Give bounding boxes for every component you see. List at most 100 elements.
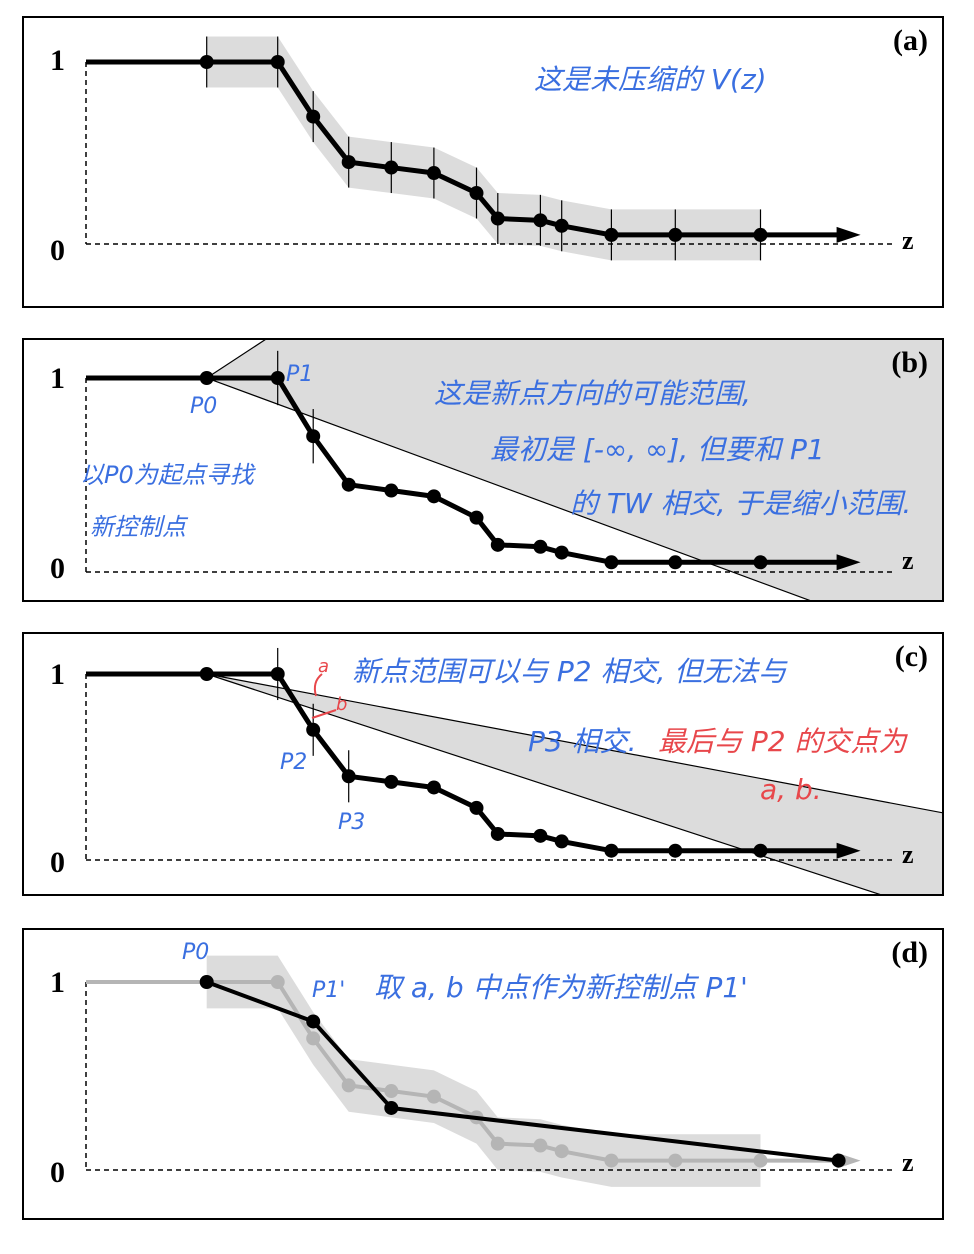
- data-point: [490, 1136, 505, 1151]
- data-point: [469, 510, 484, 525]
- axis-arrow: [836, 842, 861, 859]
- y-label-zero: 0: [50, 552, 65, 585]
- data-point: [554, 834, 569, 849]
- data-point: [668, 843, 683, 858]
- annotation-uncompressed: 这是未压缩的 V(z): [534, 63, 767, 96]
- data-point: [604, 555, 619, 570]
- data-point: [270, 371, 285, 385]
- data-point: [554, 1144, 569, 1159]
- point-label-p1-prime: P1': [312, 978, 346, 1003]
- direction-cone: [206, 340, 942, 600]
- panel-label: (a): [893, 24, 928, 57]
- annotation-endpoints-line-1: 最后与 P2 的交点为: [658, 725, 907, 758]
- point-label-a: a: [318, 656, 330, 677]
- data-point: [384, 160, 399, 175]
- cone-lower-edge: [206, 377, 811, 600]
- data-point: [384, 483, 399, 498]
- data-point: [490, 211, 505, 226]
- data-point: [469, 800, 484, 815]
- data-point: [533, 213, 548, 228]
- panel-d-plot: [85, 955, 894, 1187]
- y-label-zero: 0: [50, 234, 65, 267]
- panel-label: (b): [891, 346, 928, 379]
- annotation-endpoints-line-2: a, b.: [760, 773, 822, 806]
- point-label-p0: P0: [182, 940, 210, 965]
- data-point: [270, 55, 285, 69]
- panel-c-plot: [85, 647, 942, 894]
- bracket-a: [313, 673, 323, 697]
- direction-cone: [206, 674, 942, 894]
- data-point: [533, 828, 548, 843]
- data-point: [533, 539, 548, 554]
- control-point: [199, 975, 214, 989]
- annotation-intersect-line-2: P3 相交.: [528, 725, 637, 758]
- data-point: [426, 166, 441, 181]
- data-point: [490, 537, 505, 552]
- data-point: [533, 1138, 548, 1153]
- control-point: [306, 1014, 321, 1029]
- data-point: [384, 774, 399, 789]
- panel-b: 1 0 z (b) P0 P1 这是新点方向的可能范围, 最初是 [-∞, ∞]…: [22, 338, 944, 602]
- bracket-b: [311, 709, 337, 719]
- y-label-one: 1: [50, 658, 65, 691]
- y-label-one: 1: [50, 362, 65, 395]
- panel-c: 1 0 z (c) P2 P3 a b 新点范围可以与 P2 相交, 但无法与 …: [22, 632, 944, 896]
- x-axis-label: z: [902, 546, 914, 575]
- data-point: [341, 155, 356, 170]
- x-axis-label: z: [902, 226, 914, 255]
- annotation-start-line-1: 以P0为起点寻找: [80, 461, 254, 489]
- data-point: [306, 429, 321, 444]
- data-point: [426, 780, 441, 795]
- y-label-zero: 0: [50, 1156, 65, 1189]
- annotation-start-line-2: 新控制点: [90, 513, 186, 541]
- data-point: [554, 545, 569, 560]
- axis-arrow: [836, 554, 861, 571]
- annotation-midpoint: 取 a, b 中点作为新控制点 P1': [374, 971, 748, 1004]
- annotation-range-line-2: 最初是 [-∞, ∞], 但要和 P1: [490, 433, 825, 466]
- annotation-intersect-line-1: 新点范围可以与 P2 相交, 但无法与: [352, 655, 787, 688]
- annotation-range-line-3: 的 TW 相交, 于是缩小范围.: [570, 487, 912, 520]
- panel-a-plot: [85, 36, 894, 261]
- y-label-one: 1: [50, 44, 65, 77]
- data-point: [469, 186, 484, 201]
- data-point: [384, 1084, 399, 1099]
- annotation-range-line-1: 这是新点方向的可能范围,: [434, 377, 751, 410]
- data-point: [306, 722, 321, 737]
- panel-b-plot: [85, 340, 942, 600]
- panel-a: 1 0 z (a) 这是未压缩的 V(z): [22, 16, 944, 308]
- y-label-zero: 0: [50, 846, 65, 879]
- tolerance-band: [206, 36, 761, 261]
- tolerance-band: [206, 955, 761, 1187]
- data-point: [753, 555, 768, 570]
- data-point: [753, 227, 768, 242]
- point-label-p0: P0: [190, 394, 218, 419]
- data-point: [306, 1031, 321, 1046]
- data-point: [341, 1078, 356, 1093]
- data-point: [270, 667, 285, 681]
- panel-d: 1 0 z (d) P0 P1' 取 a, b 中点作为新控制点 P1': [22, 928, 944, 1220]
- data-point: [604, 227, 619, 242]
- axis-arrow: [836, 226, 861, 243]
- y-label-one: 1: [50, 966, 65, 999]
- data-point: [306, 109, 321, 124]
- data-point: [426, 1089, 441, 1104]
- point-label-p3: P3: [338, 810, 366, 835]
- data-point: [668, 227, 683, 242]
- data-point: [554, 218, 569, 233]
- data-point: [341, 477, 356, 492]
- data-point: [490, 826, 505, 841]
- control-point: [831, 1153, 846, 1168]
- x-axis-label: z: [902, 840, 914, 869]
- data-point: [199, 667, 214, 681]
- panel-label: (c): [894, 640, 928, 673]
- data-point: [604, 1153, 619, 1168]
- data-point: [270, 975, 285, 989]
- point-label-p2: P2: [280, 750, 308, 775]
- data-point: [753, 1153, 768, 1168]
- point-label-b: b: [336, 694, 348, 715]
- data-point: [199, 55, 214, 69]
- data-point: [604, 843, 619, 858]
- x-axis-label: z: [902, 1148, 914, 1177]
- compressed-line: [206, 980, 839, 1163]
- data-point: [668, 1153, 683, 1168]
